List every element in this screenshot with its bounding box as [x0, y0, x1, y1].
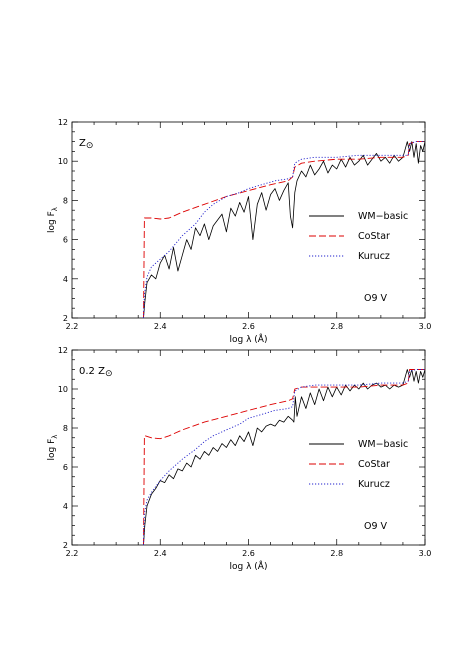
metallicity-symbol: Z: [98, 366, 105, 377]
y-tick-label: 4: [63, 502, 68, 511]
series-line-kurucz: [143, 141, 425, 318]
y-tick-label: 8: [63, 424, 68, 433]
y-tick-label: 12: [58, 346, 68, 355]
spectral-type-label: O9 V: [364, 293, 388, 304]
x-axis-label: log λ (Å): [230, 333, 268, 345]
metallicity-prefix: 0.2: [79, 366, 98, 377]
y-axis-label-main: log F: [47, 211, 57, 233]
series-line-costar: [143, 369, 425, 545]
legend-label: WM−basic: [358, 211, 408, 222]
legend-label: CoStar: [358, 459, 390, 470]
series-line-costar: [143, 141, 425, 318]
y-tick-label: 2: [63, 541, 68, 550]
y-axis-label: log Fλ: [47, 435, 59, 461]
x-tick-label: 2.4: [154, 322, 167, 331]
chart-panel-2: 2.2 2.4 2.6 2.8 3.0 2 4 6 8 10 12 log λ (Å) log Fλ WM…: [47, 346, 431, 572]
y-tick-label: 6: [63, 236, 68, 245]
y-tick-label: 2: [63, 314, 68, 323]
x-tick-label: 3.0: [419, 322, 432, 331]
x-tick-label: 3.0: [419, 549, 432, 558]
y-tick-label: 12: [58, 118, 68, 127]
spectral-type-label: O9 V: [364, 521, 388, 532]
series-line-kurucz: [143, 369, 425, 545]
y-tick-label: 10: [58, 157, 68, 166]
y-tick-label: 10: [58, 385, 68, 394]
legend-label: Kurucz: [358, 479, 390, 490]
legend-label: Kurucz: [358, 251, 390, 262]
series-group: [143, 369, 425, 545]
legend: WM−basic CoStar Kurucz: [309, 439, 408, 490]
y-tick-label: 8: [63, 196, 68, 205]
x-tick-label: 2.6: [242, 549, 255, 558]
metallicity-label: 0.2 Z⊙: [79, 366, 113, 379]
legend-label: CoStar: [358, 231, 390, 242]
series-line-wmbasic: [143, 141, 425, 318]
y-tick-label: 6: [63, 463, 68, 472]
chart-panel-1: 2.2 2.4 2.6 2.8 3.0 2 4 6 8 10 12 log λ (Å) log Fλ WM…: [47, 118, 431, 345]
y-axis-label-sub: λ: [51, 435, 59, 439]
y-tick-label: 4: [63, 275, 68, 284]
series-line-wmbasic: [143, 369, 425, 545]
sun-symbol: ⊙: [105, 369, 113, 379]
y-axis-label-sub: λ: [51, 207, 59, 211]
legend: WM−basic CoStar Kurucz: [309, 211, 408, 262]
x-tick-label: 2.2: [66, 322, 79, 331]
metallicity-label: Z⊙: [79, 138, 93, 151]
x-tick-label: 2.2: [66, 549, 79, 558]
y-axis-label-main: log F: [47, 439, 57, 461]
x-tick-label: 2.4: [154, 549, 167, 558]
y-axis-label: log Fλ: [47, 207, 59, 233]
series-group: [143, 141, 425, 318]
x-tick-label: 2.6: [242, 322, 255, 331]
x-axis-label: log λ (Å): [230, 560, 268, 572]
sun-symbol: ⊙: [86, 141, 94, 151]
x-tick-label: 2.8: [330, 322, 343, 331]
x-tick-label: 2.8: [330, 549, 343, 558]
legend-label: WM−basic: [358, 439, 408, 450]
metallicity-symbol: Z: [79, 138, 86, 149]
